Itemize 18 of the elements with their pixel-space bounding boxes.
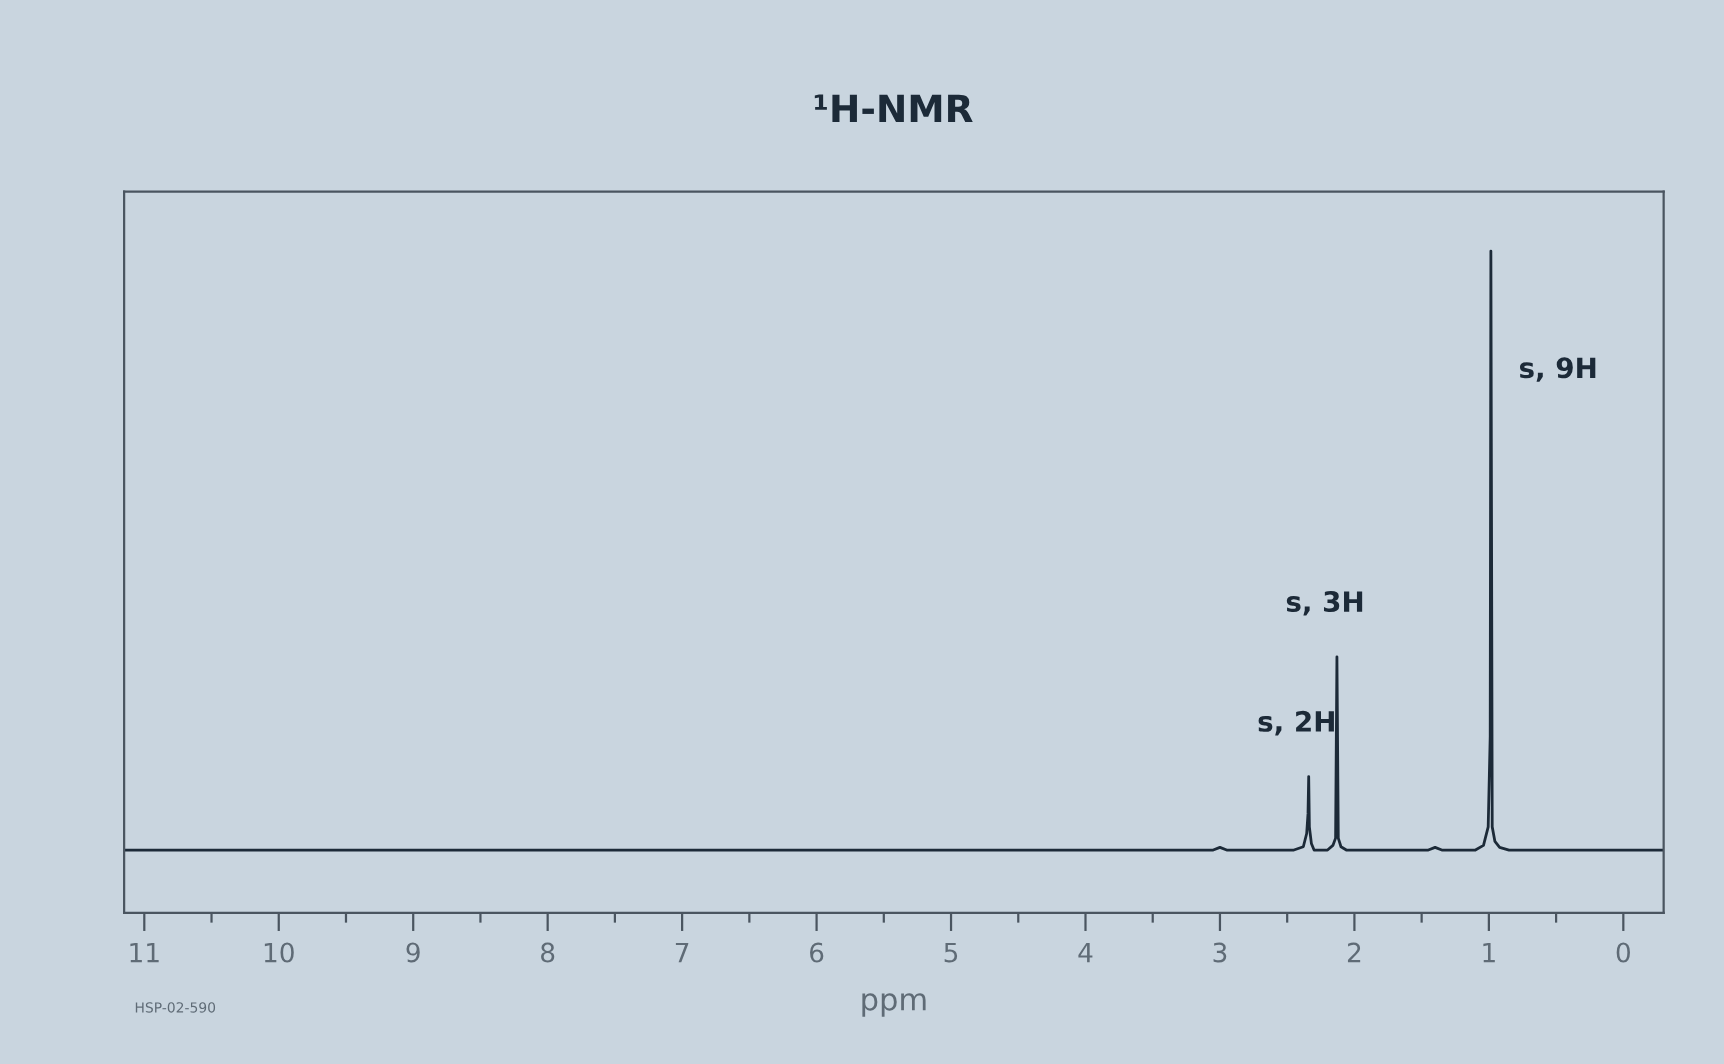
annotation: s, 2H bbox=[1258, 710, 1334, 736]
x-axis-title: ppm bbox=[862, 993, 926, 1017]
x-tick-label: 3 bbox=[1213, 942, 1227, 963]
x-tick-label: 8 bbox=[541, 942, 555, 963]
text: HSP-02-590 bbox=[135, 1002, 216, 1013]
x-tick-label: 4 bbox=[1078, 942, 1093, 963]
x-tick-label: 0 bbox=[1616, 942, 1630, 963]
x-tick-label: 5 bbox=[944, 942, 958, 963]
x-tick-label: 7 bbox=[675, 942, 689, 963]
x-tick-label: 1 bbox=[1483, 942, 1495, 963]
x-tick-label: 11 bbox=[130, 942, 159, 963]
annotation: s, 9H bbox=[1519, 357, 1596, 382]
x-tick-label: 10 bbox=[264, 942, 294, 963]
x-tick-label: 6 bbox=[810, 942, 824, 963]
x-tick-label: 2 bbox=[1347, 942, 1361, 963]
x-tick-label: 9 bbox=[406, 942, 420, 963]
chart-title: ¹H-NMR bbox=[814, 94, 973, 123]
annotation: s, 3H bbox=[1286, 591, 1363, 616]
